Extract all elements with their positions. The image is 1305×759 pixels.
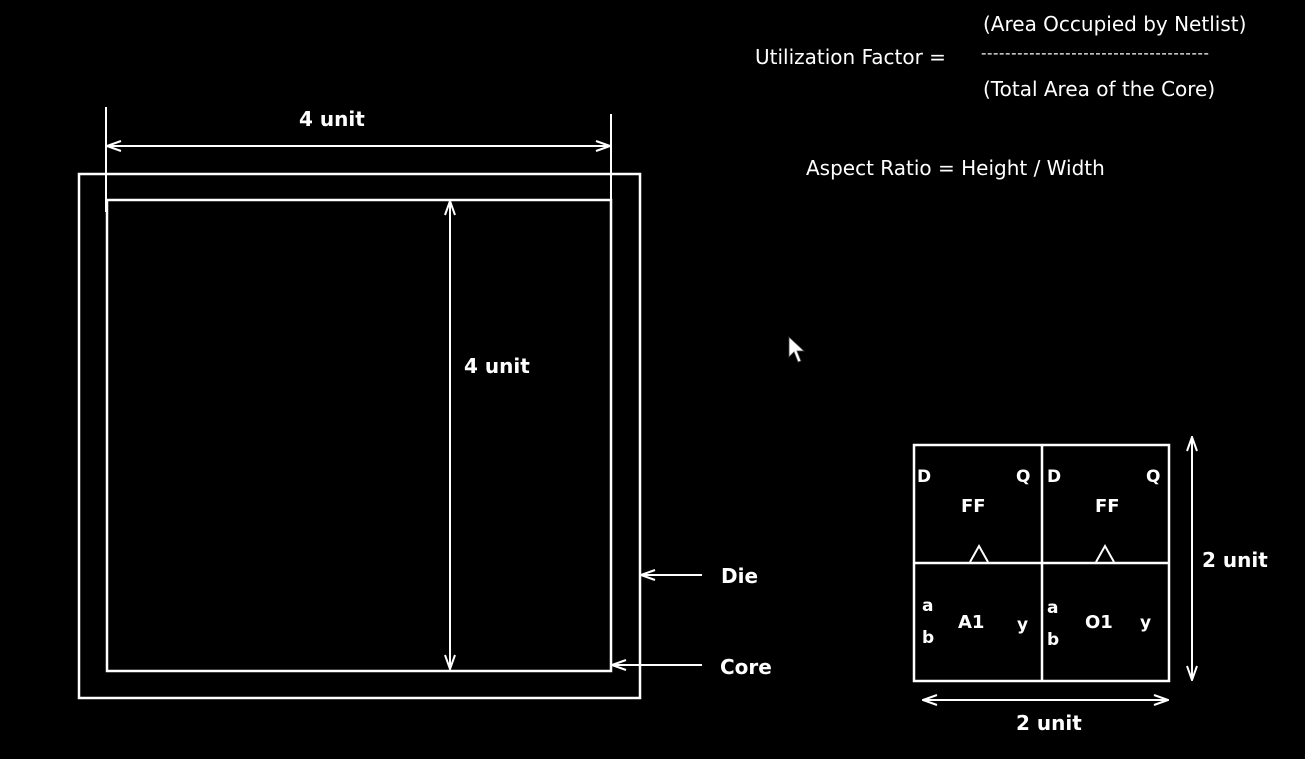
core-label: Core xyxy=(720,655,772,679)
die-outline xyxy=(77,172,642,700)
o1-pin-a: a xyxy=(1047,598,1059,618)
ff1-pin-d: D xyxy=(917,467,932,487)
netlist-height-label: 2 unit xyxy=(1202,548,1268,572)
ff1-cell-name: FF xyxy=(961,496,986,517)
ff1-clock-icon xyxy=(969,543,989,563)
utilization-numerator: (Area Occupied by Netlist) xyxy=(983,12,1247,36)
a1-pin-y: y xyxy=(1017,615,1029,635)
a1-cell-name: A1 xyxy=(958,612,985,633)
utilization-factor-label: Utilization Factor = xyxy=(755,45,946,69)
core-width-label: 4 unit xyxy=(299,107,365,131)
core-height-label: 4 unit xyxy=(464,354,530,378)
ff1-pin-q: Q xyxy=(1016,467,1031,487)
o1-pin-y: y xyxy=(1140,613,1152,633)
ff2-pin-q: Q xyxy=(1146,467,1161,487)
utilization-denominator: (Total Area of the Core) xyxy=(983,77,1216,101)
mouse-cursor-icon xyxy=(788,336,806,363)
ff2-clock-icon xyxy=(1095,543,1115,563)
a1-pin-a: a xyxy=(922,596,934,616)
o1-cell-name: O1 xyxy=(1085,612,1113,633)
core-outline xyxy=(105,198,613,673)
netlist-width-label: 2 unit xyxy=(1016,711,1082,735)
aspect-ratio-formula: Aspect Ratio = Height / Width xyxy=(806,156,1105,180)
die-label: Die xyxy=(721,564,759,588)
o1-pin-b: b xyxy=(1047,630,1060,650)
utilization-fraction-bar: -------------------------------------- xyxy=(981,44,1210,62)
a1-pin-b: b xyxy=(922,628,935,648)
ff2-pin-d: D xyxy=(1047,467,1062,487)
ff2-cell-name: FF xyxy=(1095,496,1120,517)
